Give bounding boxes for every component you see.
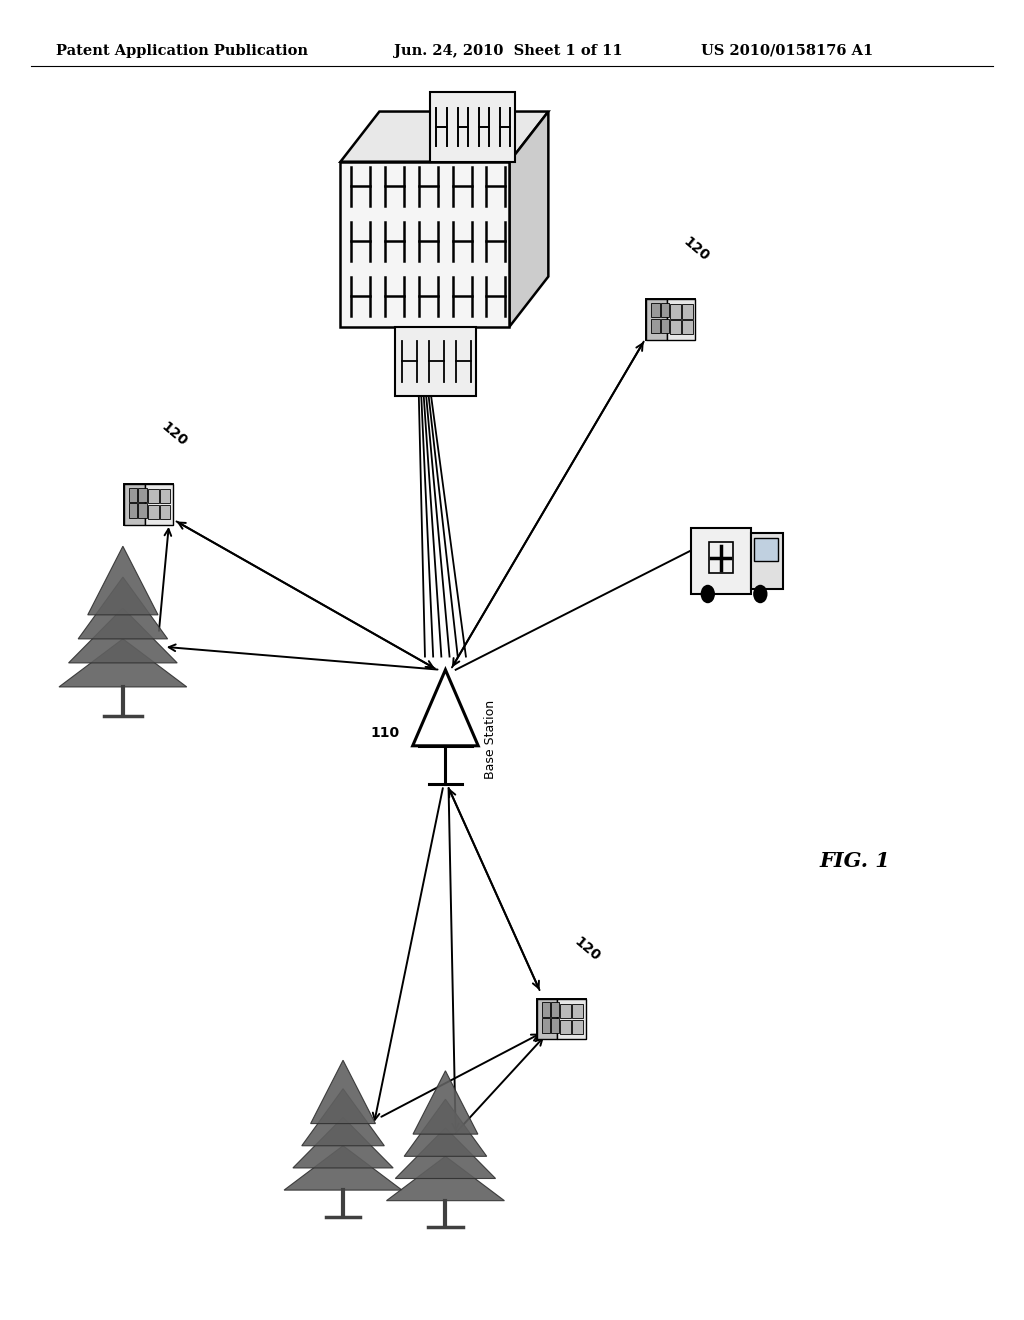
Bar <box>646 300 667 339</box>
Text: 120: 120 <box>571 935 602 964</box>
Bar <box>542 1002 550 1016</box>
Bar <box>138 503 146 517</box>
Polygon shape <box>413 1071 478 1134</box>
Text: Jun. 24, 2010  Sheet 1 of 11: Jun. 24, 2010 Sheet 1 of 11 <box>394 44 623 58</box>
Bar <box>542 1018 550 1032</box>
Bar <box>557 999 586 1039</box>
Bar <box>138 487 146 502</box>
Polygon shape <box>59 639 186 686</box>
Bar <box>660 318 669 333</box>
Text: 110: 110 <box>371 726 399 739</box>
Bar <box>670 319 681 334</box>
Bar <box>751 533 783 589</box>
Bar <box>430 92 514 162</box>
Text: Base Station: Base Station <box>484 700 498 779</box>
Polygon shape <box>88 546 158 615</box>
Polygon shape <box>395 1127 496 1179</box>
Bar <box>646 300 695 339</box>
Bar <box>160 504 170 519</box>
Polygon shape <box>510 112 549 327</box>
Bar <box>709 543 732 573</box>
Bar <box>129 487 137 502</box>
Bar <box>394 327 476 396</box>
Bar <box>651 318 659 333</box>
Circle shape <box>700 585 715 603</box>
Text: FIG. 1: FIG. 1 <box>819 850 890 871</box>
Text: Patent Application Publication: Patent Application Publication <box>56 44 308 58</box>
Polygon shape <box>78 577 168 639</box>
Bar <box>537 999 586 1039</box>
Bar <box>124 484 173 524</box>
Bar <box>537 999 557 1039</box>
Bar <box>160 488 170 503</box>
Polygon shape <box>340 112 549 162</box>
Bar <box>129 503 137 517</box>
Polygon shape <box>284 1146 402 1191</box>
Bar <box>670 304 681 318</box>
Bar <box>144 484 173 524</box>
Text: 120: 120 <box>159 420 189 449</box>
Bar <box>682 319 692 334</box>
Polygon shape <box>302 1089 384 1146</box>
Bar <box>667 300 695 339</box>
Bar <box>754 539 778 561</box>
Polygon shape <box>404 1100 486 1156</box>
Polygon shape <box>386 1156 505 1201</box>
Bar <box>560 1019 571 1034</box>
Bar <box>124 484 144 524</box>
Polygon shape <box>310 1060 376 1123</box>
Bar <box>551 1002 559 1016</box>
Bar <box>147 488 159 503</box>
Bar <box>691 528 751 594</box>
Text: US 2010/0158176 A1: US 2010/0158176 A1 <box>701 44 873 58</box>
Bar <box>560 1003 571 1018</box>
Text: 120: 120 <box>681 235 712 264</box>
Bar <box>340 162 509 327</box>
Polygon shape <box>293 1117 393 1168</box>
Bar <box>572 1003 583 1018</box>
Bar <box>651 302 659 317</box>
Bar <box>551 1018 559 1032</box>
Bar <box>147 504 159 519</box>
Bar <box>572 1019 583 1034</box>
Bar <box>660 302 669 317</box>
Polygon shape <box>69 609 177 663</box>
Circle shape <box>753 585 768 603</box>
Bar <box>682 304 692 318</box>
